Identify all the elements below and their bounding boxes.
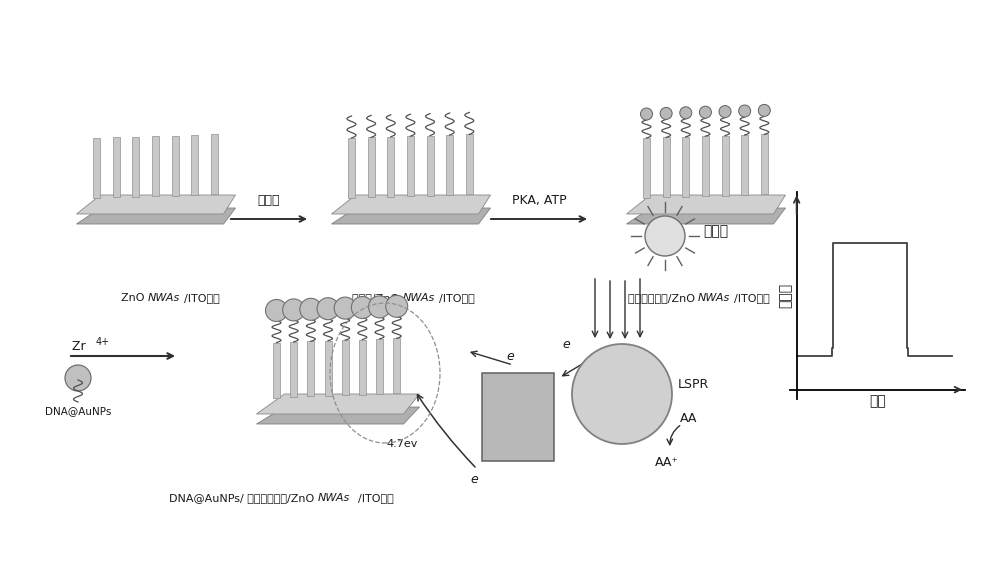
Bar <box>643 138 650 198</box>
Bar <box>741 135 748 195</box>
Text: 4.7ev: 4.7ev <box>386 439 418 449</box>
Text: e: e <box>506 350 514 363</box>
Bar <box>113 138 120 198</box>
Text: NWAs: NWAs <box>318 493 350 503</box>
Text: 磷酸化肯普肽/ZnO: 磷酸化肯普肽/ZnO <box>628 293 698 303</box>
Text: AA: AA <box>680 413 697 426</box>
Text: e: e <box>562 338 570 351</box>
Bar <box>466 134 473 194</box>
Bar <box>446 135 453 195</box>
Bar <box>682 137 689 197</box>
Polygon shape <box>332 208 490 224</box>
Bar <box>273 342 280 397</box>
X-axis label: 时间: 时间 <box>869 394 886 408</box>
Text: DNA@AuNPs: DNA@AuNPs <box>45 406 111 416</box>
Bar <box>663 138 670 198</box>
Bar <box>368 138 375 198</box>
Text: 4+: 4+ <box>96 337 110 347</box>
Bar <box>211 134 218 194</box>
Bar <box>325 341 332 396</box>
Bar <box>387 137 394 197</box>
Text: /ITO电极: /ITO电极 <box>734 293 770 303</box>
Text: VB: VB <box>509 441 527 454</box>
Circle shape <box>645 216 685 256</box>
Bar <box>93 138 100 198</box>
Circle shape <box>334 297 356 319</box>
Polygon shape <box>76 195 236 214</box>
Circle shape <box>739 105 751 117</box>
Bar <box>348 138 355 198</box>
Bar <box>482 373 554 461</box>
Bar <box>427 136 434 196</box>
Text: PKA, ATP: PKA, ATP <box>512 194 566 207</box>
Polygon shape <box>626 195 786 214</box>
Bar <box>722 136 729 196</box>
Polygon shape <box>332 195 490 214</box>
Text: /ITO电极: /ITO电极 <box>184 293 220 303</box>
Text: AA⁺: AA⁺ <box>655 456 679 469</box>
Bar <box>407 136 414 196</box>
Text: 肯普肽/ZnO: 肯普肽/ZnO <box>352 293 403 303</box>
Bar <box>342 340 349 395</box>
Bar <box>132 137 139 197</box>
Bar <box>393 338 400 393</box>
Circle shape <box>266 299 288 321</box>
Circle shape <box>572 344 672 444</box>
Circle shape <box>719 106 731 118</box>
Circle shape <box>300 298 322 320</box>
Text: LSPR: LSPR <box>678 378 709 391</box>
Text: NWAs: NWAs <box>698 293 730 303</box>
Circle shape <box>640 108 652 120</box>
Bar <box>152 136 159 196</box>
Bar <box>172 136 179 196</box>
Bar <box>761 134 768 194</box>
Polygon shape <box>76 208 236 224</box>
Bar <box>191 135 198 195</box>
Circle shape <box>283 299 305 321</box>
Polygon shape <box>256 394 420 414</box>
Circle shape <box>65 365 91 391</box>
Bar <box>307 341 314 396</box>
Text: DNA@AuNPs/ 磷酸化肯普肽/ZnO: DNA@AuNPs/ 磷酸化肯普肽/ZnO <box>169 493 318 503</box>
Text: NWAs: NWAs <box>148 293 180 303</box>
Text: 肯普肽: 肯普肽 <box>258 194 280 207</box>
Text: CB: CB <box>509 380 527 393</box>
Bar <box>290 342 297 397</box>
Text: Zr: Zr <box>72 340 90 353</box>
Text: /ITO电极: /ITO电极 <box>439 293 475 303</box>
Circle shape <box>758 104 770 117</box>
Bar <box>359 340 366 395</box>
Circle shape <box>351 297 373 319</box>
Circle shape <box>386 295 408 318</box>
Circle shape <box>680 107 692 119</box>
Bar <box>702 136 709 196</box>
Text: e: e <box>470 473 478 486</box>
Bar <box>376 339 383 394</box>
Y-axis label: 光电流: 光电流 <box>778 283 792 308</box>
Polygon shape <box>256 407 420 424</box>
Circle shape <box>660 108 672 119</box>
Text: h h h h: h h h h <box>602 414 642 424</box>
Text: /ITO电极: /ITO电极 <box>358 493 394 503</box>
Polygon shape <box>626 208 786 224</box>
Circle shape <box>317 298 339 320</box>
Circle shape <box>369 296 391 318</box>
Text: 可见光: 可见光 <box>703 224 728 238</box>
Circle shape <box>699 106 711 118</box>
Text: ZnO: ZnO <box>121 293 148 303</box>
Text: NWAs: NWAs <box>403 293 435 303</box>
